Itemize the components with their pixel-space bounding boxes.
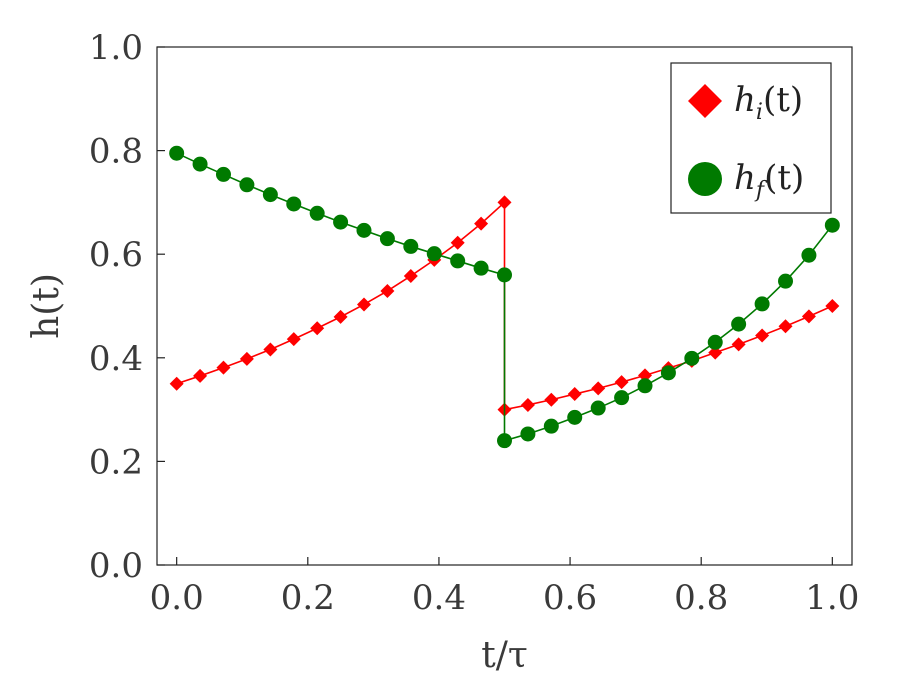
- data-point: [591, 381, 606, 396]
- y-axis-label: h(t): [26, 273, 67, 339]
- data-point: [216, 360, 231, 375]
- x-tick-label: 0.8: [674, 578, 728, 618]
- data-point: [309, 205, 325, 221]
- data-point: [801, 247, 817, 263]
- series-layer: [169, 145, 840, 449]
- data-point: [193, 368, 208, 383]
- data-point: [286, 332, 301, 347]
- data-point: [169, 145, 185, 161]
- data-point: [310, 321, 325, 336]
- data-point: [426, 246, 442, 262]
- data-point: [215, 166, 231, 182]
- data-point: [356, 222, 372, 238]
- data-point: [707, 334, 723, 350]
- data-point: [262, 187, 278, 203]
- data-point: [520, 397, 535, 412]
- y-tick-label: 0.8: [89, 132, 143, 172]
- data-point: [497, 195, 512, 210]
- x-tick-label: 0.2: [281, 578, 335, 618]
- legend-marker: [688, 84, 722, 118]
- data-point: [169, 376, 184, 391]
- data-point: [778, 319, 793, 334]
- data-point: [379, 231, 395, 247]
- data-point: [778, 273, 794, 289]
- data-point: [497, 267, 512, 283]
- data-point: [450, 253, 466, 269]
- data-point: [263, 342, 278, 357]
- data-point: [333, 309, 348, 324]
- data-point: [708, 345, 723, 360]
- y-tick-label: 0.4: [89, 339, 143, 379]
- data-point: [356, 297, 371, 312]
- data-point: [473, 260, 489, 276]
- data-point: [614, 375, 629, 390]
- data-point: [192, 156, 208, 172]
- data-point: [824, 217, 840, 233]
- data-point: [754, 296, 770, 312]
- series-1: [169, 145, 840, 449]
- data-point: [544, 392, 559, 407]
- data-point: [801, 309, 816, 324]
- y-tick-label: 0.2: [89, 442, 143, 482]
- data-point: [684, 350, 700, 366]
- y-tick-label: 0.6: [89, 235, 143, 275]
- data-point: [825, 299, 840, 313]
- data-point: [590, 400, 606, 416]
- x-tick-label: 0.4: [412, 578, 466, 618]
- data-point: [239, 351, 254, 366]
- data-point: [520, 426, 536, 442]
- y-tick-label: 1.0: [89, 28, 143, 68]
- data-point: [497, 433, 512, 449]
- y-tick-label: 0.0: [89, 546, 143, 586]
- data-point: [638, 368, 653, 383]
- data-point: [403, 268, 418, 283]
- legend-label: hi(t): [734, 80, 803, 125]
- data-point: [567, 387, 582, 402]
- data-point: [543, 418, 559, 434]
- data-point: [333, 214, 349, 230]
- x-tick-label: 0.0: [150, 578, 204, 618]
- plot-frame: [156, 46, 853, 566]
- data-point: [637, 378, 653, 394]
- data-point: [731, 337, 746, 352]
- data-point: [614, 390, 630, 406]
- x-tick-label: 1.0: [805, 578, 859, 618]
- ticks-layer: 0.0 0.2 0.4 0.6 0.8 1.0 0.0 0.2 0.4 0.6 0.8 1.0: [89, 28, 859, 618]
- data-point: [450, 235, 465, 250]
- legend: hi(t) hf(t): [670, 62, 832, 214]
- data-point: [286, 196, 302, 212]
- x-axis-label: t/τ: [481, 635, 528, 676]
- data-point: [731, 316, 747, 332]
- data-point: [755, 328, 770, 343]
- legend-label: hf(t): [734, 158, 804, 203]
- data-point: [403, 238, 419, 254]
- legend-marker: [688, 162, 722, 196]
- data-point: [380, 283, 395, 298]
- data-point: [474, 216, 489, 231]
- data-point: [660, 365, 676, 381]
- x-tick-label: 0.6: [543, 578, 597, 618]
- data-point: [239, 177, 255, 193]
- data-point: [567, 409, 583, 425]
